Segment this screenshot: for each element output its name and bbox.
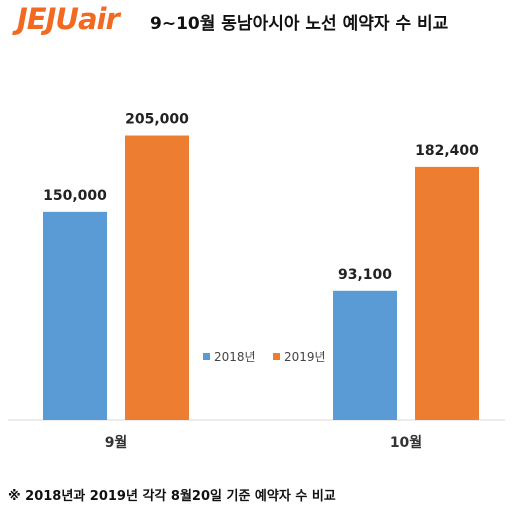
legend-label-2019: 2019년 <box>284 350 326 364</box>
legend-swatch-2018 <box>203 353 210 360</box>
bar-chart: 150,000 205,000 9월 93,100 182,400 10월 2018년 201… <box>8 112 505 451</box>
legend-swatch-2019 <box>273 353 280 360</box>
data-label: 150,000 <box>43 188 107 204</box>
bar-2018-2 <box>333 290 397 420</box>
header: JEJUair 9~10월 동남아시아 노선 예약자 수 비교 <box>0 0 513 40</box>
footnote: ※ 2018년과 2019년 각각 8월20일 기준 예약자 수 비교 <box>8 489 336 504</box>
bar-2018-1 <box>43 211 107 420</box>
category-label: 9월 <box>105 434 128 451</box>
bar-2019-2 <box>415 166 479 420</box>
bar-2019-1 <box>125 135 189 420</box>
data-label: 205,000 <box>125 112 189 128</box>
chart-title: 9~10월 동남아시아 노선 예약자 수 비교 <box>150 14 449 34</box>
data-label: 93,100 <box>338 267 392 283</box>
category-label: 10월 <box>390 434 422 451</box>
legend-label-2018: 2018년 <box>214 350 256 364</box>
data-label: 182,400 <box>415 143 479 159</box>
jejuair-logo: JEJUair <box>17 2 120 36</box>
